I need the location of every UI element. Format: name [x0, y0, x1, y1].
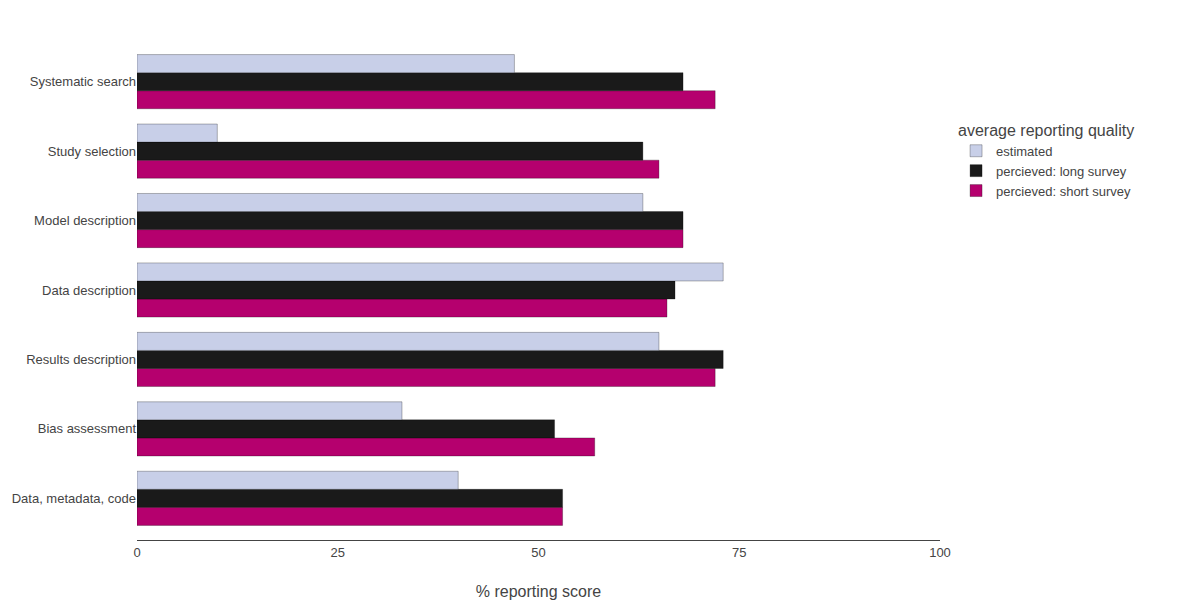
svg-text:25: 25: [331, 545, 345, 560]
svg-text:average reporting quality: average reporting quality: [958, 122, 1134, 139]
svg-text:Model description: Model description: [34, 213, 136, 228]
svg-text:100: 100: [929, 545, 951, 560]
svg-text:percieved: short survey: percieved: short survey: [996, 184, 1131, 199]
svg-text:Systematic search: Systematic search: [30, 74, 136, 89]
svg-text:0: 0: [133, 545, 140, 560]
svg-text:estimated: estimated: [996, 144, 1052, 159]
svg-text:% reporting score: % reporting score: [476, 583, 601, 600]
svg-text:Results description: Results description: [26, 352, 136, 367]
svg-text:Bias assessment: Bias assessment: [38, 421, 137, 436]
svg-text:Study selection: Study selection: [48, 144, 136, 159]
svg-text:50: 50: [531, 545, 545, 560]
svg-text:Data, metadata, code: Data, metadata, code: [12, 491, 136, 506]
svg-text:Data description: Data description: [42, 283, 136, 298]
svg-text:percieved: long survey: percieved: long survey: [996, 164, 1127, 179]
svg-text:75: 75: [732, 545, 746, 560]
